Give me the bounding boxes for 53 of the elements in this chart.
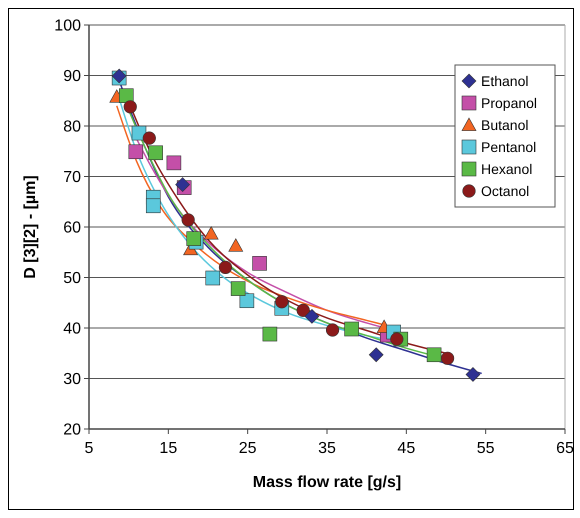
x-tick-label: 25: [238, 440, 257, 457]
point: [182, 213, 195, 227]
legend-label: Pentanol: [481, 138, 536, 155]
point: [240, 293, 254, 308]
point: [128, 144, 144, 160]
point: [296, 304, 310, 317]
y-tick-label: 80: [63, 118, 82, 136]
point: [426, 347, 442, 362]
y-tick-label: 40: [63, 320, 82, 338]
point: [146, 198, 161, 214]
y-tick-label: 20: [63, 422, 82, 439]
x-tick-label: 55: [476, 440, 495, 457]
legend-label: Hexanol: [481, 160, 532, 177]
y-tick-label: 90: [63, 68, 82, 86]
legend-label: Ethanol: [481, 72, 528, 89]
point: [466, 367, 480, 382]
point: [390, 332, 404, 346]
legend-label: Propanol: [481, 94, 538, 111]
legend-label: Octanol: [481, 182, 530, 199]
x-tick-label: 15: [159, 440, 178, 457]
y-tick-label: 50: [63, 270, 82, 288]
point: [175, 177, 190, 192]
y-tick-label: 30: [63, 371, 82, 388]
legend-label: Butanol: [481, 116, 528, 133]
y-tick-label: 60: [63, 220, 82, 237]
point: [252, 256, 267, 271]
point: [262, 326, 278, 342]
y-tick-label: 100: [54, 18, 82, 35]
x-tick-label: 45: [397, 440, 416, 457]
point: [166, 156, 182, 170]
point: [132, 126, 146, 140]
y-axis-title: D [3][2] - [µm]: [22, 175, 39, 279]
x-axis-title: Mass flow rate [g/s]: [252, 474, 402, 491]
point: [142, 132, 156, 145]
x-tick-label: 65: [556, 440, 574, 457]
point: [326, 323, 340, 337]
point: [218, 260, 232, 274]
point: [205, 270, 220, 286]
y-tick-label: 70: [63, 169, 82, 186]
point: [230, 281, 246, 296]
point: [440, 352, 454, 365]
point: [186, 231, 202, 246]
point: [228, 238, 244, 252]
point: [275, 295, 288, 308]
point: [118, 88, 134, 103]
x-tick-label: 5: [84, 440, 94, 457]
x-tick-label: 35: [318, 440, 336, 457]
point: [304, 309, 320, 324]
point: [124, 100, 137, 114]
point: [344, 322, 359, 336]
point: [204, 226, 218, 240]
point: [368, 347, 384, 362]
point: [148, 145, 163, 160]
